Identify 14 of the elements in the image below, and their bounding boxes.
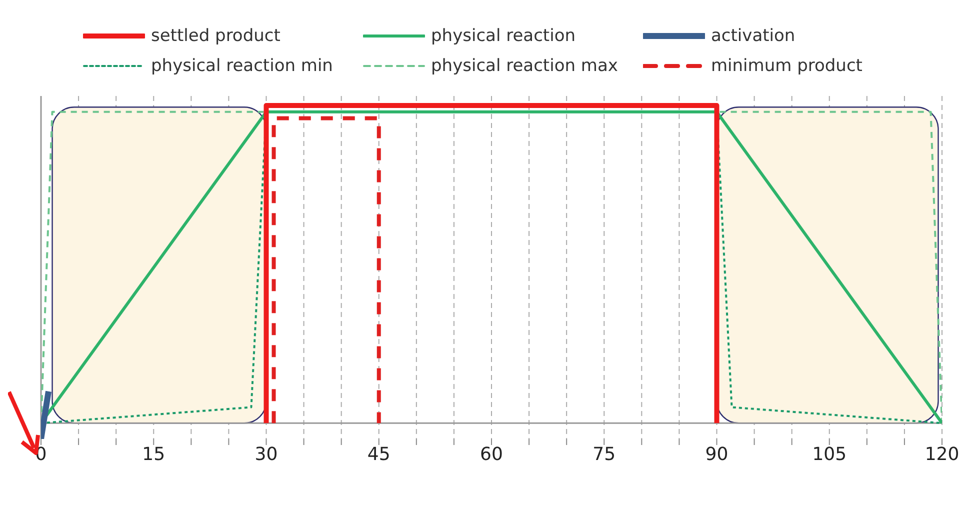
legend-label: settled product — [151, 26, 280, 46]
legend-label: physical reaction — [431, 26, 576, 46]
x-tick-label: 30 — [254, 444, 278, 465]
legend-label: minimum product — [711, 56, 862, 76]
x-tick-label: 75 — [592, 444, 616, 465]
x-tick-label: 60 — [480, 444, 503, 465]
x-tick-label: 45 — [367, 444, 390, 465]
x-tick-label: 90 — [705, 444, 728, 465]
x-tick-label: 120 — [924, 444, 960, 465]
legend-label: physical reaction max — [431, 56, 618, 76]
x-tick-label: 15 — [142, 444, 166, 465]
x-tick-label: 105 — [812, 444, 847, 465]
legend-label: physical reaction min — [151, 56, 333, 76]
legend-label: activation — [711, 26, 796, 46]
